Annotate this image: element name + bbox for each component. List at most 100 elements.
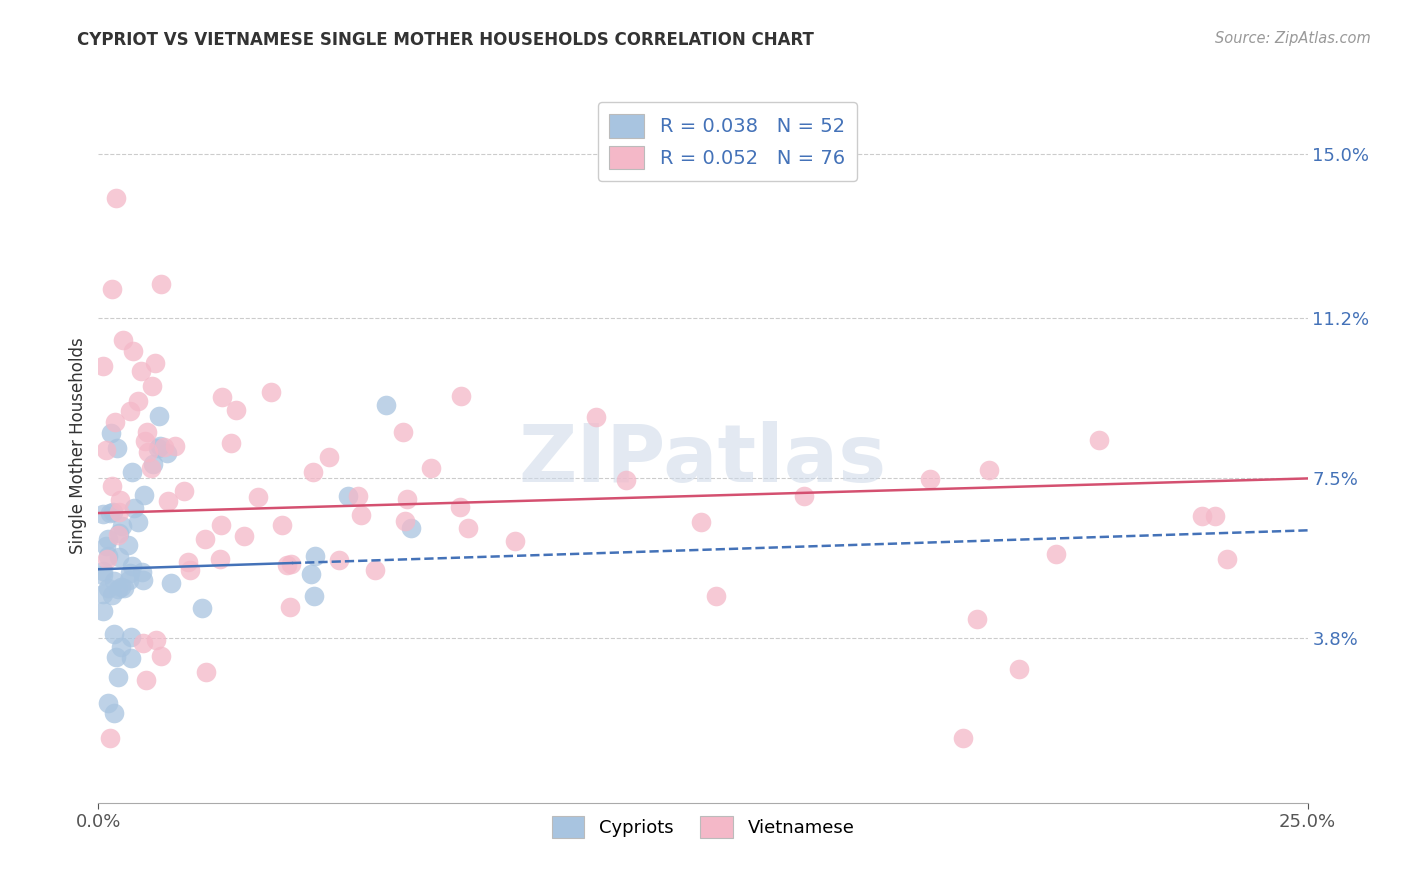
Point — [104, 649, 127, 664]
Point — [301, 567, 323, 582]
Point — [191, 601, 214, 615]
Point — [193, 532, 215, 546]
Point — [350, 508, 373, 523]
Point — [278, 599, 301, 614]
Point — [101, 479, 124, 493]
Point — [100, 425, 122, 440]
Legend: Cypriots, Vietnamese: Cypriots, Vietnamese — [543, 807, 863, 847]
Point — [143, 356, 166, 370]
Text: Source: ZipAtlas.com: Source: ZipAtlas.com — [1215, 31, 1371, 46]
Point — [952, 731, 974, 745]
Point — [153, 440, 176, 454]
Point — [225, 403, 247, 417]
Point — [396, 491, 419, 506]
Point — [107, 670, 129, 684]
Point — [118, 404, 141, 418]
Point — [148, 409, 170, 423]
Point — [139, 461, 162, 475]
Point — [108, 525, 131, 540]
Point — [347, 489, 370, 503]
Point — [122, 344, 145, 359]
Point — [91, 564, 114, 578]
Point — [179, 563, 201, 577]
Point — [156, 446, 179, 460]
Point — [173, 483, 195, 498]
Point — [271, 518, 294, 533]
Point — [97, 697, 120, 711]
Point — [97, 549, 120, 564]
Point — [450, 389, 472, 403]
Point — [124, 500, 146, 515]
Point — [127, 515, 149, 529]
Point — [690, 516, 713, 530]
Point — [107, 528, 129, 542]
Point — [301, 466, 323, 480]
Point — [105, 441, 128, 455]
Point — [246, 490, 269, 504]
Point — [97, 532, 120, 546]
Point — [391, 425, 413, 439]
Point — [614, 473, 637, 487]
Point — [98, 506, 121, 520]
Point — [211, 390, 233, 404]
Text: ZIPatlas: ZIPatlas — [519, 421, 887, 500]
Point — [105, 191, 128, 205]
Point — [120, 651, 142, 665]
Point — [1215, 552, 1237, 566]
Point — [103, 706, 125, 721]
Point — [120, 630, 142, 644]
Point — [108, 505, 131, 519]
Text: CYPRIOT VS VIETNAMESE SINGLE MOTHER HOUSEHOLDS CORRELATION CHART: CYPRIOT VS VIETNAMESE SINGLE MOTHER HOUS… — [77, 31, 814, 49]
Point — [91, 568, 114, 582]
Point — [107, 549, 129, 564]
Point — [177, 555, 200, 569]
Point — [103, 627, 125, 641]
Point — [145, 633, 167, 648]
Point — [96, 552, 118, 566]
Point — [117, 538, 139, 552]
Point — [449, 500, 471, 514]
Point — [149, 648, 172, 663]
Point — [457, 520, 479, 534]
Point — [328, 553, 350, 567]
Point — [233, 529, 256, 543]
Point — [112, 582, 135, 596]
Point — [118, 566, 141, 580]
Point — [318, 450, 340, 464]
Point — [94, 442, 117, 457]
Point — [91, 507, 114, 521]
Point — [103, 505, 125, 519]
Point — [399, 521, 422, 535]
Point — [121, 558, 143, 573]
Point — [585, 410, 607, 425]
Point — [149, 277, 172, 291]
Point — [96, 540, 118, 554]
Point — [1191, 509, 1213, 524]
Point — [142, 457, 165, 471]
Point — [107, 582, 129, 596]
Point — [108, 492, 131, 507]
Point — [110, 519, 132, 533]
Point — [91, 359, 114, 374]
Point — [127, 394, 149, 409]
Point — [364, 563, 387, 577]
Point — [103, 574, 125, 589]
Point — [121, 465, 143, 479]
Point — [110, 580, 132, 594]
Point — [966, 612, 988, 626]
Point — [112, 334, 135, 348]
Point — [979, 462, 1001, 476]
Point — [91, 587, 114, 601]
Point — [132, 488, 155, 502]
Point — [209, 552, 232, 566]
Point — [1045, 547, 1067, 561]
Point — [302, 589, 325, 603]
Point — [136, 425, 159, 440]
Point — [131, 364, 153, 378]
Point — [374, 398, 396, 412]
Point — [146, 442, 169, 456]
Point — [135, 673, 157, 688]
Point — [276, 558, 298, 572]
Point — [132, 636, 155, 650]
Point — [91, 604, 114, 618]
